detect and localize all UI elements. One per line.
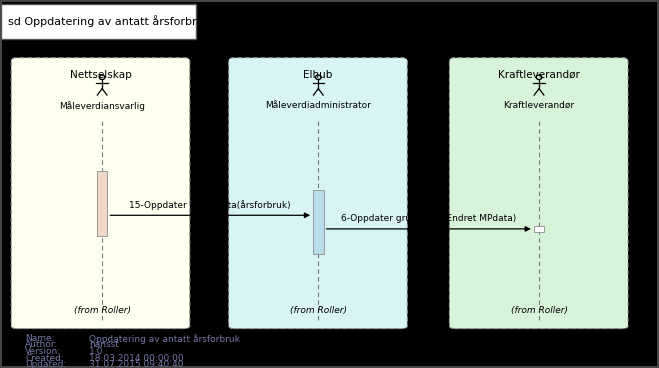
Text: Kraftleverandør: Kraftleverandør	[498, 70, 580, 80]
Text: Elhub: Elhub	[303, 70, 333, 80]
Text: 6-Oppdater grunndata(Endret MPdata): 6-Oppdater grunndata(Endret MPdata)	[341, 215, 516, 223]
Text: 31.07.2015 09:40:40: 31.07.2015 09:40:40	[89, 360, 183, 368]
Text: 18.03.2014 00:00:00: 18.03.2014 00:00:00	[89, 354, 184, 362]
Text: (from Roller): (from Roller)	[511, 306, 567, 315]
Text: Oppdatering av antatt årsforbruk: Oppdatering av antatt årsforbruk	[89, 334, 240, 344]
Text: Name:: Name:	[25, 334, 55, 343]
Text: 1.0: 1.0	[89, 347, 103, 356]
FancyBboxPatch shape	[229, 58, 407, 329]
Text: (from Roller): (from Roller)	[74, 306, 130, 315]
FancyBboxPatch shape	[11, 58, 190, 329]
Text: Created:: Created:	[25, 354, 64, 362]
FancyBboxPatch shape	[449, 58, 628, 329]
FancyBboxPatch shape	[97, 171, 107, 236]
Text: 15-Oppdater grunndata(årsforbruk): 15-Oppdater grunndata(årsforbruk)	[129, 200, 291, 210]
Text: (from Roller): (from Roller)	[290, 306, 347, 315]
Text: sd Oppdatering av antatt årsforbruk: sd Oppdatering av antatt årsforbruk	[8, 15, 210, 27]
Text: Kraftleverandør: Kraftleverandør	[503, 101, 575, 110]
FancyBboxPatch shape	[313, 190, 324, 254]
Text: Author:: Author:	[25, 340, 58, 349]
Text: Måleverdiansvarlig: Måleverdiansvarlig	[59, 101, 145, 111]
FancyBboxPatch shape	[1, 4, 196, 39]
Text: Updated:: Updated:	[25, 360, 67, 368]
Text: Måleverdiadministrator: Måleverdiadministrator	[266, 101, 371, 110]
Text: hansst: hansst	[89, 340, 119, 349]
Text: Version:: Version:	[25, 347, 61, 356]
Text: Nettselskap: Nettselskap	[70, 70, 131, 80]
FancyBboxPatch shape	[534, 226, 544, 232]
